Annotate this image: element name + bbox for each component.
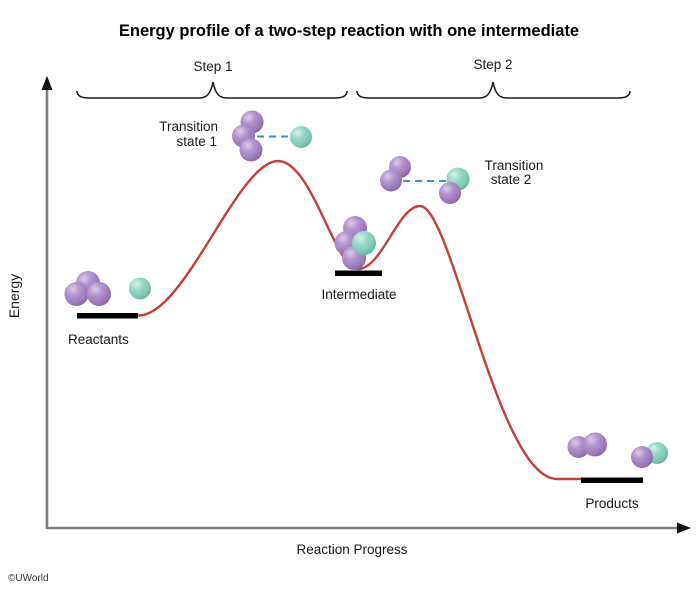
reactants-molecules: [64, 271, 151, 306]
products-molecules: [567, 432, 668, 468]
teal-atom: [290, 126, 312, 148]
purple-atom: [380, 169, 402, 192]
teal-atom: [129, 277, 151, 300]
reactants-energy-level: [77, 313, 138, 319]
figure-title: Energy profile of a two-step reaction wi…: [119, 22, 579, 40]
teal-atom: [352, 231, 376, 255]
y-axis-label: Energy: [6, 274, 22, 318]
transition-state-1-label-line1: Transition: [159, 119, 218, 134]
purple-atom: [239, 138, 263, 162]
purple-atom: [583, 432, 607, 457]
transition-state-2-label-line1: Transition: [485, 158, 544, 173]
step1-brace: [76, 81, 348, 99]
reactants-label: Reactants: [68, 332, 129, 347]
step2-label: Step 2: [473, 57, 512, 72]
products-label: Products: [585, 496, 639, 511]
intermediate-molecule: [334, 216, 376, 270]
y-axis-arrowhead: [41, 76, 53, 90]
purple-atom: [87, 282, 111, 306]
intermediate-label: Intermediate: [321, 287, 396, 302]
x-axis-label: Reaction Progress: [296, 542, 407, 557]
step1-label: Step 1: [193, 59, 232, 74]
step2-brace: [356, 81, 631, 99]
products-energy-level: [581, 477, 643, 483]
uworld-watermark: ©UWorld: [8, 573, 49, 584]
transition-state-1-label-line2: state 1: [176, 134, 217, 149]
purple-atom: [64, 282, 89, 306]
purple-atom: [439, 182, 461, 204]
transition-state-1-molecule: [232, 110, 312, 162]
transition-state-2-label-line2: state 2: [491, 172, 532, 187]
transition-state-2-molecule: [380, 156, 470, 204]
x-axis-arrowhead: [677, 522, 691, 534]
energy-curve: [137, 159, 585, 481]
intermediate-energy-level: [335, 270, 382, 276]
purple-atom: [631, 446, 653, 468]
